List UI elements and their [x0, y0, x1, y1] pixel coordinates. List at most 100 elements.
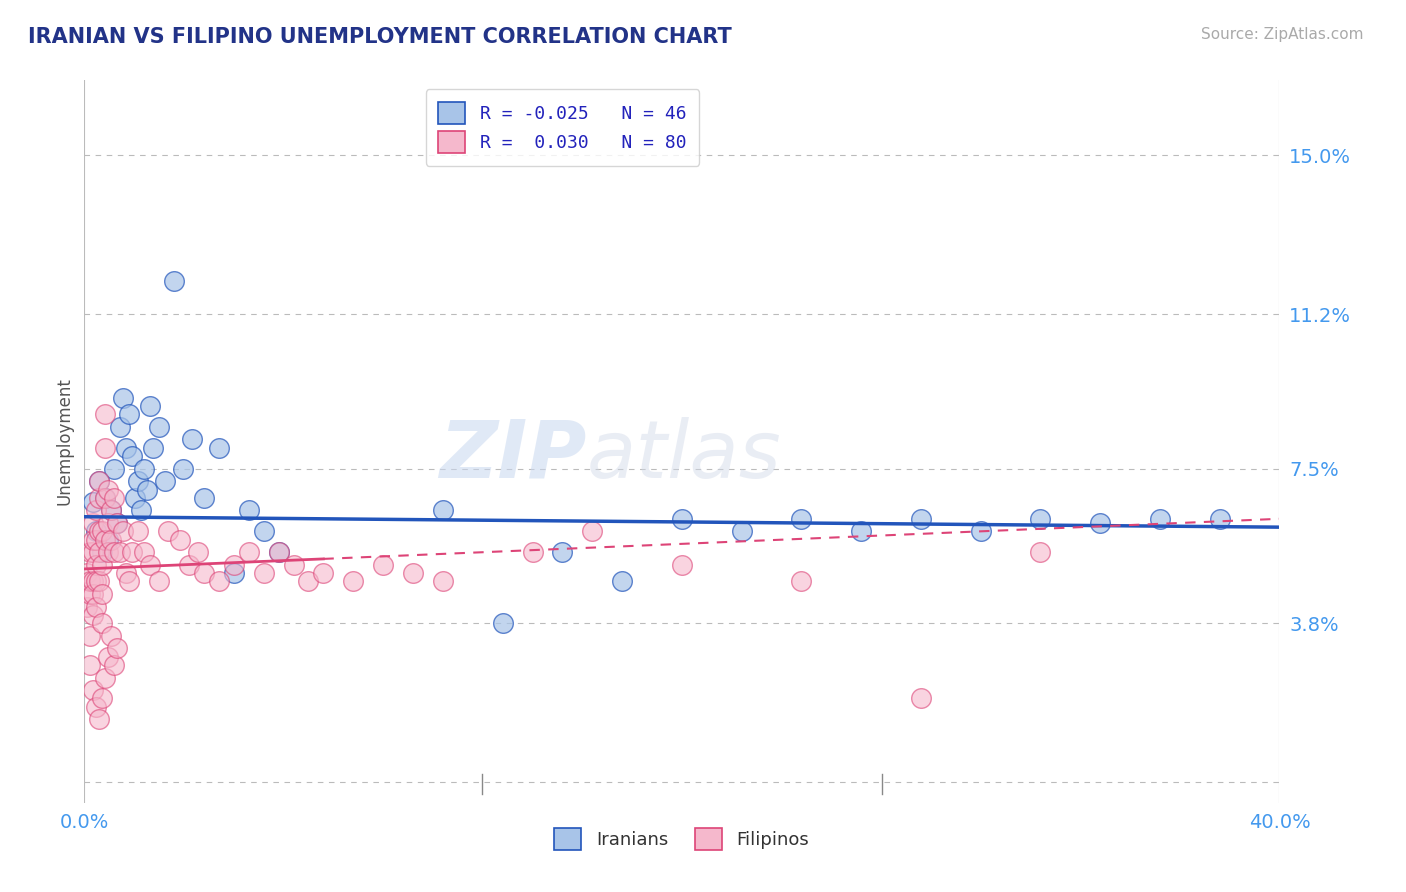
Point [115, 441, 138, 455]
Point [139, 558, 162, 572]
Text: Source: ZipAtlas.com: Source: ZipAtlas.com [1201, 27, 1364, 42]
Point [103, 491, 125, 505]
Legend: Iranians, Filipinos: Iranians, Filipinos [546, 819, 818, 859]
Point [136, 483, 159, 497]
Point [312, 566, 335, 580]
Point [148, 420, 170, 434]
Point [373, 558, 395, 572]
Point [115, 566, 138, 580]
Point [103, 545, 125, 559]
Point [208, 574, 231, 589]
Point [91, 558, 114, 572]
Point [86, 699, 108, 714]
Point [79, 657, 101, 672]
Point [103, 657, 125, 672]
Point [86, 524, 108, 539]
Point [253, 566, 276, 580]
Point [121, 449, 143, 463]
Point [94, 671, 117, 685]
Point [89, 491, 111, 505]
Point [267, 545, 290, 559]
Point [157, 524, 180, 539]
Point [172, 461, 194, 475]
Point [153, 474, 176, 488]
Point [222, 566, 245, 580]
Point [1029, 545, 1052, 559]
Text: atlas: atlas [586, 417, 782, 495]
Point [181, 433, 204, 447]
Point [342, 574, 364, 589]
Point [193, 491, 215, 505]
Point [91, 616, 114, 631]
Point [671, 558, 693, 572]
Point [910, 512, 932, 526]
Point [91, 545, 114, 559]
Point [76, 566, 98, 580]
Point [97, 483, 120, 497]
Point [82, 495, 104, 509]
Point [94, 441, 117, 455]
Point [177, 558, 200, 572]
Point [82, 607, 104, 622]
Point [1209, 512, 1232, 526]
Point [187, 545, 209, 559]
Point [731, 524, 754, 539]
Point [112, 524, 135, 539]
Text: ZIP: ZIP [439, 417, 586, 495]
Point [581, 524, 603, 539]
Point [89, 524, 111, 539]
Point [86, 574, 108, 589]
Point [100, 533, 122, 547]
Point [89, 474, 111, 488]
Point [97, 649, 120, 664]
Point [129, 503, 152, 517]
Point [121, 545, 143, 559]
Point [142, 441, 165, 455]
Y-axis label: Unemployment: Unemployment [55, 377, 73, 506]
Point [127, 524, 149, 539]
Point [118, 574, 141, 589]
Point [94, 408, 117, 422]
Point [82, 574, 104, 589]
Point [267, 545, 290, 559]
Point [82, 683, 104, 698]
Point [671, 512, 693, 526]
Point [105, 516, 128, 530]
Point [132, 545, 156, 559]
Point [82, 545, 104, 559]
Point [132, 461, 156, 475]
Point [970, 524, 993, 539]
Point [522, 545, 544, 559]
Point [402, 566, 425, 580]
Point [139, 399, 162, 413]
Point [222, 558, 245, 572]
Point [112, 391, 135, 405]
Point [89, 712, 111, 726]
Point [89, 574, 111, 589]
Point [86, 533, 108, 547]
Point [105, 641, 128, 656]
Point [94, 491, 117, 505]
Point [238, 545, 260, 559]
Point [86, 599, 108, 614]
Point [82, 533, 104, 547]
Point [103, 461, 125, 475]
Point [148, 574, 170, 589]
Point [1149, 512, 1171, 526]
Text: IRANIAN VS FILIPINO UNEMPLOYMENT CORRELATION CHART: IRANIAN VS FILIPINO UNEMPLOYMENT CORRELA… [28, 27, 733, 46]
Point [82, 587, 104, 601]
Point [89, 545, 111, 559]
Point [89, 474, 111, 488]
Point [283, 558, 305, 572]
Point [118, 408, 141, 422]
Point [91, 691, 114, 706]
Point [910, 691, 932, 706]
Point [432, 574, 454, 589]
Point [105, 516, 128, 530]
Point [851, 524, 873, 539]
Point [91, 587, 114, 601]
Point [1090, 516, 1112, 530]
Point [551, 545, 574, 559]
Point [100, 503, 122, 517]
Point [297, 574, 319, 589]
